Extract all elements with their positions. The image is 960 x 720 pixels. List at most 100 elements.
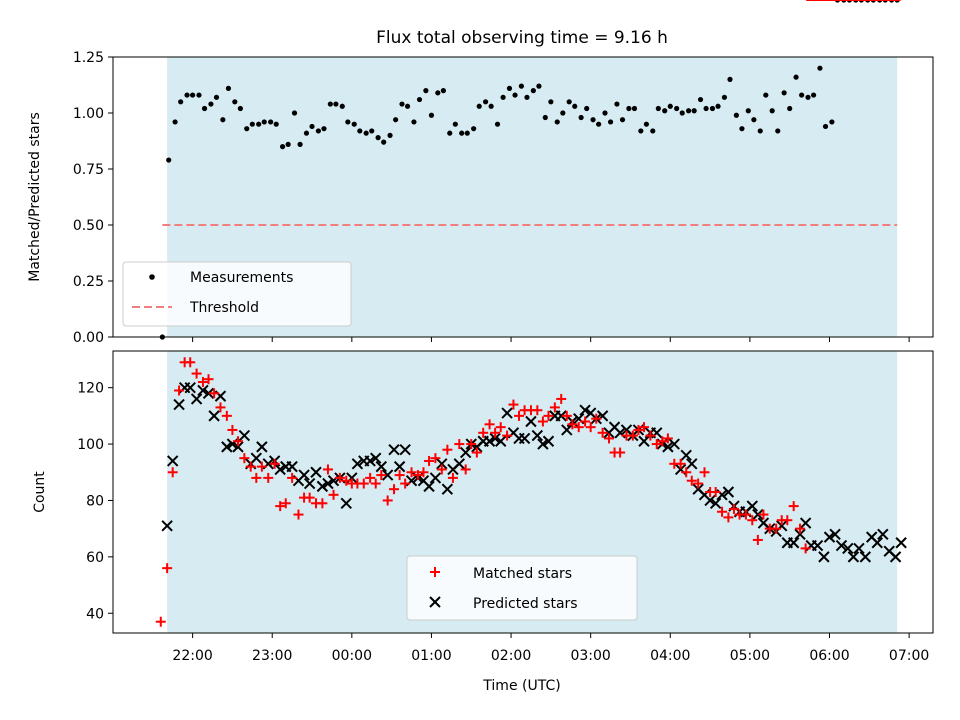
predicted-stars-point: [375, 460, 387, 473]
x-tick-label: 01:00: [411, 648, 451, 664]
matched-stars-point: [203, 374, 214, 385]
matched-stars-point: [287, 472, 298, 483]
matched-stars-point: [573, 422, 584, 433]
top-panel: 0.00 0.25 0.50 0.75 1.00 1.25 Flux total obse…: [27, 0, 934, 346]
measurement-point: [440, 88, 446, 94]
measurement-point: [757, 128, 763, 134]
measurement-point: [643, 121, 649, 127]
predicted-stars-point: [489, 432, 501, 445]
measurement-point: [614, 101, 620, 107]
measurement-point: [512, 92, 518, 98]
matched-stars-point: [495, 422, 506, 433]
matched-stars-point: [322, 464, 333, 475]
measurement-point: [291, 110, 298, 116]
measurement-point: [679, 110, 685, 116]
predicted-stars-point: [686, 458, 698, 470]
predicted-stars-point: [722, 486, 735, 498]
measurement-point: [638, 128, 644, 134]
matched-stars-point: [185, 357, 196, 368]
matched-stars-point: [740, 509, 751, 520]
bottom-y-tick-label: 60: [86, 550, 104, 566]
measurement-point: [619, 117, 626, 123]
matched-stars-point: [662, 433, 673, 444]
matched-stars-point: [484, 419, 495, 430]
top-chart-title: Flux total observing time = 9.16 h: [376, 28, 668, 48]
measurement-point: [244, 126, 250, 132]
matched-stars-point: [382, 495, 393, 506]
matched-stars-point: [657, 436, 668, 447]
measurement-point: [178, 99, 184, 105]
matched-stars-point: [788, 501, 799, 512]
top-x-ticks: [192, 337, 910, 342]
matched-stars-point: [174, 385, 185, 396]
measurement-point: [685, 108, 692, 114]
legend-measurements-label: Measurements: [190, 270, 293, 286]
matched-stars-point: [651, 439, 662, 450]
measurement-point: [554, 119, 560, 125]
predicted-stars-point: [381, 469, 394, 481]
measurement-point: [416, 96, 423, 103]
legend-predicted-marker: [429, 596, 441, 608]
matched-stars-point: [549, 402, 560, 413]
top-y-tick-label: 1.00: [73, 106, 104, 122]
predicted-stars-point: [501, 407, 513, 419]
predicted-stars-point: [542, 435, 555, 447]
measurement-point: [268, 119, 274, 125]
measurement-point: [566, 99, 572, 105]
top-y-tick-label: 1.25: [73, 50, 104, 66]
matched-stars-point: [591, 413, 602, 424]
measurement-point: [602, 110, 608, 116]
measurement-point: [703, 105, 709, 112]
matched-stars-point: [197, 377, 208, 388]
measurement-point: [196, 92, 202, 98]
predicted-stars-point: [429, 472, 442, 484]
matched-stars-point: [389, 484, 400, 495]
measurement-point: [393, 117, 399, 123]
measurement-point: [452, 121, 458, 127]
bottom-y-tick-label: 80: [86, 493, 104, 509]
matched-stars-point: [567, 419, 578, 430]
matched-stars-point: [221, 410, 232, 421]
matched-stars-point: [585, 422, 596, 433]
measurement-point: [327, 101, 333, 107]
x-tick-label: 23:00: [252, 648, 292, 664]
measurement-point: [261, 119, 267, 125]
predicted-stars-point: [167, 455, 179, 467]
predicted-stars-point: [811, 539, 824, 552]
matched-stars-point: [615, 447, 626, 458]
predicted-stars-point: [208, 410, 220, 422]
measurement-point: [285, 141, 291, 147]
matched-stars-point: [728, 503, 739, 514]
predicted-stars-point: [173, 398, 185, 411]
measurement-point: [435, 90, 441, 96]
bottom-y-tick-label: 100: [77, 437, 104, 453]
measurement-point: [476, 103, 482, 109]
matched-stars-point: [556, 393, 567, 404]
x-tick-label: 02:00: [491, 648, 531, 664]
measurement-point: [596, 121, 602, 127]
matched-stars-point: [275, 501, 286, 512]
predicted-stars-point: [752, 508, 764, 521]
measurement-point: [763, 92, 769, 98]
matched-stars-point: [675, 458, 686, 469]
matched-stars-point: [633, 424, 644, 435]
predicted-stars-point: [531, 429, 544, 442]
matched-stars-point: [466, 439, 477, 450]
matched-stars-point: [232, 436, 243, 447]
matched-stars-point: [532, 405, 543, 416]
measurement-point: [369, 128, 375, 134]
matched-stars-point: [341, 475, 352, 486]
matched-stars-point: [400, 478, 411, 489]
measurement-point: [220, 117, 226, 123]
matched-stars-point: [710, 487, 721, 497]
predicted-stars-point: [393, 460, 406, 473]
predicted-stars-point: [829, 528, 841, 541]
matched-stars-point: [699, 467, 710, 478]
predicted-stars-point: [399, 443, 411, 456]
predicted-stars-point: [453, 458, 466, 470]
matched-stars-point: [251, 472, 262, 483]
top-y-tick-label: 0.00: [73, 330, 104, 346]
measurement-point: [375, 135, 381, 141]
predicted-stars-point: [197, 384, 209, 397]
measurement-point: [249, 121, 255, 127]
